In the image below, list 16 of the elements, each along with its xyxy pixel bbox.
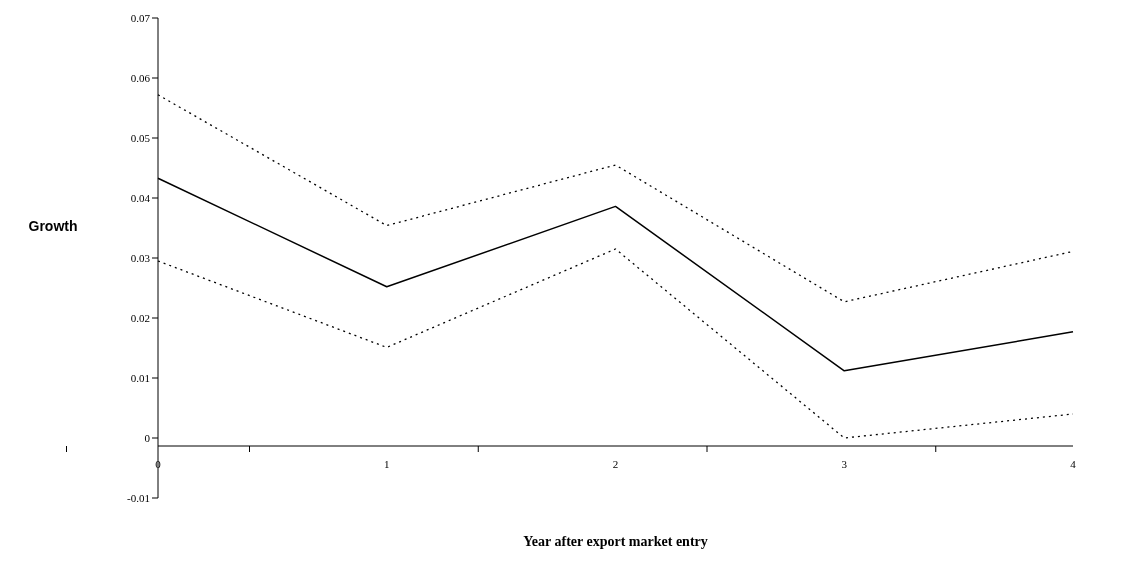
y-tick-label: 0.03 xyxy=(130,251,151,264)
x-tick-label: 1 xyxy=(384,458,390,470)
y-tick-label: 0.04 xyxy=(130,191,151,204)
y-axis-title: Growth xyxy=(27,218,79,234)
y-tick-label: -0.01 xyxy=(127,491,150,504)
y-tick-label: 0.02 xyxy=(130,311,150,324)
y-tick-label: 0 xyxy=(144,431,151,444)
y-tick-label: 0.07 xyxy=(130,11,151,24)
y-tick-label: 0.01 xyxy=(130,371,150,384)
y-tick-label: 0.06 xyxy=(130,71,151,84)
x-tick-label: 0 xyxy=(155,458,162,470)
y-tick-label: 0.05 xyxy=(130,131,151,144)
x-axis-title: Year after export market entry xyxy=(523,533,708,549)
x-tick-label: 3 xyxy=(841,458,848,470)
x-tick-label: 4 xyxy=(1070,458,1077,470)
x-tick-label: 2 xyxy=(612,458,619,470)
